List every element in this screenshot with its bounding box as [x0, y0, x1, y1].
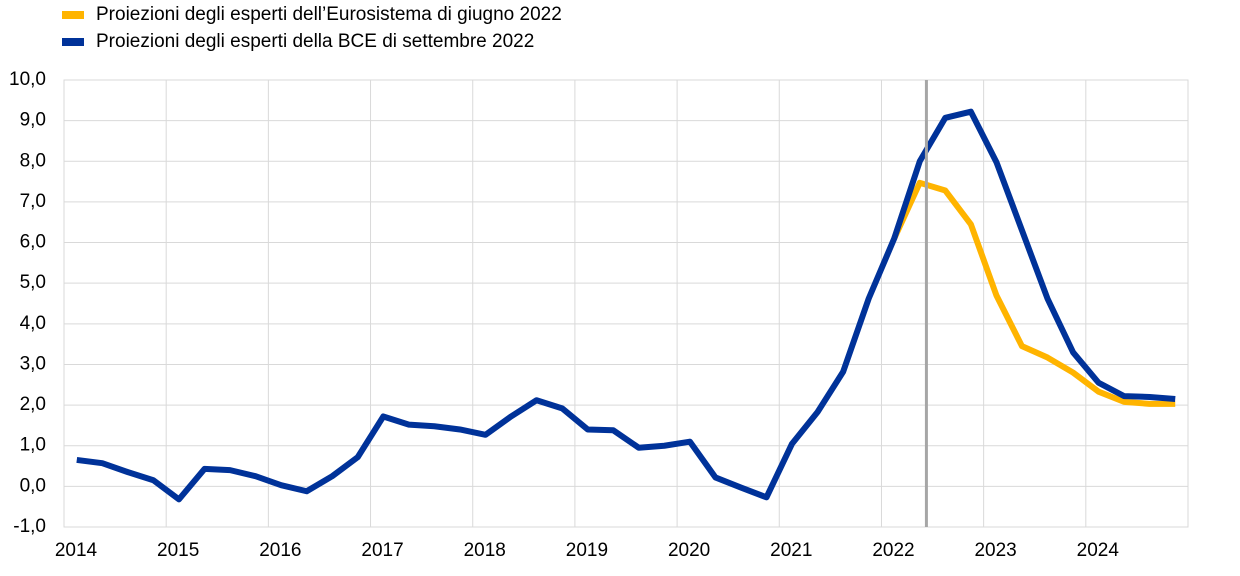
- y-tick-label: 4,0: [20, 313, 46, 334]
- y-tick-label: 1,0: [20, 435, 46, 456]
- y-tick-label: 10,0: [9, 69, 46, 90]
- x-tick-label: 2023: [974, 540, 1016, 561]
- legend-label: Proiezioni degli esperti dell’Eurosistem…: [96, 4, 562, 25]
- x-tick-label: 2019: [566, 540, 608, 561]
- x-tick-label: 2018: [464, 540, 506, 561]
- x-tick-label: 2016: [259, 540, 301, 561]
- y-tick-label: 3,0: [20, 353, 46, 374]
- y-tick-label: 6,0: [20, 232, 46, 253]
- x-tick-label: 2015: [157, 540, 199, 561]
- y-tick-label: 9,0: [20, 110, 46, 131]
- plot-frame: [63, 79, 1189, 528]
- x-tick-label: 2024: [1077, 540, 1120, 561]
- y-tick-label: 5,0: [20, 272, 46, 293]
- y-tick-label: 2,0: [20, 394, 46, 415]
- x-tick-label: 2022: [872, 540, 914, 561]
- x-tick-label: 2017: [361, 540, 403, 561]
- x-tick-label: 2014: [55, 540, 98, 561]
- y-tick-label: 8,0: [20, 150, 46, 171]
- x-tick-label: 2020: [668, 540, 710, 561]
- y-tick-label: 7,0: [20, 191, 46, 212]
- y-tick-label: 0,0: [20, 475, 46, 496]
- y-tick-label: -1,0: [13, 516, 46, 537]
- legend-label: Proiezioni degli esperti della BCE di se…: [96, 31, 534, 52]
- series-line: [891, 179, 1176, 407]
- series-line: [76, 108, 1176, 503]
- legend-swatch: [62, 11, 84, 19]
- x-tick-label: 2021: [770, 540, 812, 561]
- legend-swatch: [62, 38, 84, 46]
